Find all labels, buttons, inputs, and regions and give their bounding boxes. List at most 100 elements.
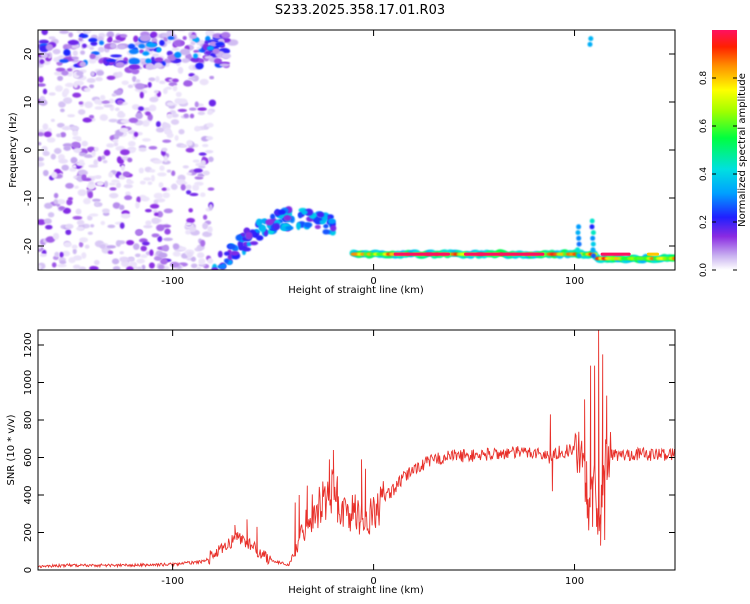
noise-blob <box>86 44 91 49</box>
noise-band-blob <box>204 50 212 55</box>
noise-blob <box>121 80 129 86</box>
noise-blob <box>72 92 82 98</box>
noise-blob <box>189 113 195 119</box>
noise-blob <box>118 110 124 115</box>
noise-blob <box>38 157 45 162</box>
noise-band-blob <box>110 54 122 58</box>
noise-blob <box>83 198 91 205</box>
noise-blob <box>155 75 160 83</box>
streak-blob <box>587 41 593 47</box>
noise-blob <box>180 144 188 148</box>
noise-blob <box>78 241 84 248</box>
noise-blob <box>192 159 200 163</box>
y-tick-label: 0 <box>23 567 34 573</box>
noise-blob <box>106 75 116 81</box>
noise-blob <box>125 266 134 270</box>
noise-blob <box>183 113 189 118</box>
noise-blob <box>69 125 80 131</box>
noise-blob <box>134 229 143 236</box>
noise-blob <box>38 132 45 137</box>
noise-blob <box>101 155 106 160</box>
noise-blob <box>209 75 215 80</box>
carrier-peak <box>393 252 450 256</box>
noise-blob <box>158 182 164 188</box>
noise-blob <box>178 246 187 251</box>
noise-blob <box>53 147 62 155</box>
noise-blob <box>198 165 206 169</box>
arc-blob <box>217 264 226 269</box>
arc-blob <box>277 209 286 215</box>
noise-blob <box>144 208 152 213</box>
noise-blob <box>62 250 71 257</box>
noise-blob <box>119 127 129 133</box>
noise-blob <box>116 99 124 105</box>
noise-band-blob <box>38 39 49 45</box>
noise-blob <box>182 35 187 41</box>
noise-blob <box>97 99 103 106</box>
noise-blob <box>153 192 164 199</box>
noise-blob <box>136 258 146 264</box>
noise-blob <box>162 139 172 143</box>
noise-blob <box>142 138 151 142</box>
noise-blob <box>115 182 122 189</box>
noise-blob <box>107 250 114 255</box>
noise-blob <box>73 147 82 154</box>
arc-blob <box>300 209 308 215</box>
noise-blob <box>50 118 55 123</box>
noise-blob <box>205 31 211 36</box>
noise-blob <box>87 182 96 190</box>
noise-blob <box>133 243 140 250</box>
noise-band-blob <box>138 43 146 49</box>
noise-blob <box>193 49 200 53</box>
noise-blob <box>194 127 202 131</box>
noise-blob <box>198 152 207 156</box>
noise-blob <box>131 68 140 75</box>
noise-band-blob <box>139 58 146 62</box>
noise-band-blob <box>159 39 165 46</box>
noise-blob <box>170 119 180 125</box>
noise-blob <box>139 180 146 185</box>
noise-blob <box>92 198 101 202</box>
noise-blob <box>96 70 105 76</box>
noise-blob <box>168 81 178 87</box>
noise-band-blob <box>145 42 158 48</box>
noise-band-blob <box>127 43 136 50</box>
noise-band-blob <box>128 57 141 65</box>
noise-band-blob <box>180 40 185 46</box>
y-tick-label: 200 <box>23 523 34 542</box>
noise-blob <box>194 181 204 186</box>
noise-blob <box>207 187 215 191</box>
noise-blob <box>67 68 73 72</box>
noise-blob <box>185 147 195 153</box>
carrier-peak <box>646 252 659 256</box>
noise-blob <box>55 85 63 92</box>
arc-blob <box>235 234 243 241</box>
noise-blob <box>174 135 179 141</box>
arc-blob <box>319 220 325 225</box>
noise-blob <box>82 43 87 48</box>
noise-blob <box>61 164 69 171</box>
noise-blob <box>46 137 56 143</box>
noise-blob <box>48 36 56 40</box>
noise-blob <box>54 251 60 258</box>
noise-blob <box>53 71 63 76</box>
noise-blob <box>138 106 144 112</box>
noise-blob <box>94 106 104 110</box>
noise-blob <box>197 173 205 177</box>
y-tick-label: 1000 <box>23 370 34 395</box>
noise-blob <box>128 117 139 124</box>
spectrogram-ylabel: Frequency (Hz) <box>8 112 19 188</box>
noise-blob <box>152 53 160 58</box>
noise-band-blob <box>173 59 182 63</box>
noise-band-blob <box>78 33 89 39</box>
noise-blob <box>135 112 143 120</box>
noise-blob <box>199 78 209 86</box>
noise-blob <box>97 46 105 53</box>
noise-blob <box>140 254 148 259</box>
noise-band-blob <box>89 53 96 60</box>
noise-blob <box>208 99 217 107</box>
noise-blob <box>147 181 153 186</box>
noise-blob <box>171 113 179 118</box>
noise-band-blob <box>117 44 126 50</box>
noise-blob <box>73 81 78 89</box>
